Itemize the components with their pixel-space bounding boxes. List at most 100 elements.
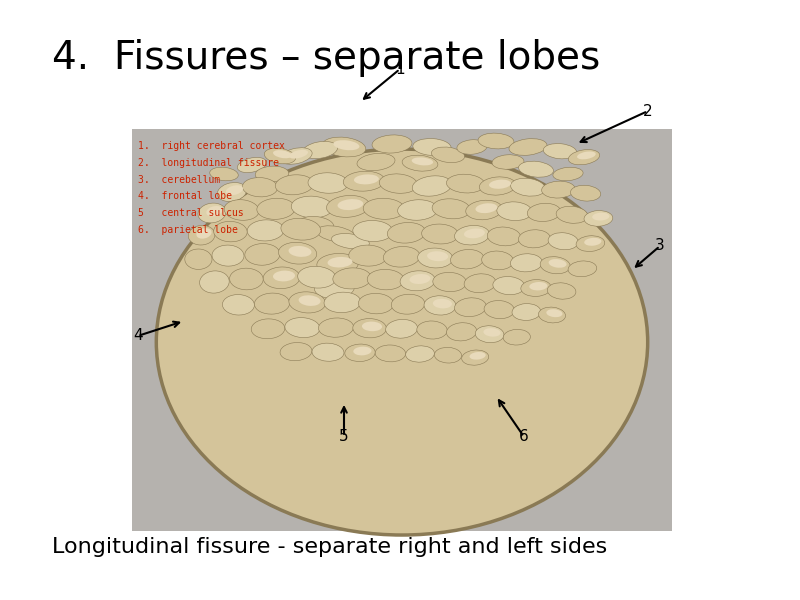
Ellipse shape <box>457 299 484 315</box>
Ellipse shape <box>398 200 438 220</box>
Ellipse shape <box>400 271 435 291</box>
Ellipse shape <box>326 294 358 311</box>
Ellipse shape <box>424 226 456 242</box>
Ellipse shape <box>314 344 342 360</box>
Ellipse shape <box>420 250 450 266</box>
Ellipse shape <box>466 200 502 220</box>
Ellipse shape <box>478 327 502 341</box>
Ellipse shape <box>464 274 496 293</box>
Ellipse shape <box>416 140 448 154</box>
Ellipse shape <box>424 296 456 315</box>
Text: 5: 5 <box>339 430 349 444</box>
Ellipse shape <box>375 345 406 362</box>
Ellipse shape <box>226 201 257 219</box>
Ellipse shape <box>336 269 368 287</box>
Ellipse shape <box>354 347 371 355</box>
Ellipse shape <box>222 295 254 315</box>
Ellipse shape <box>266 149 294 163</box>
Ellipse shape <box>305 143 335 157</box>
Ellipse shape <box>362 322 382 331</box>
Ellipse shape <box>292 293 322 311</box>
Ellipse shape <box>406 346 434 362</box>
Text: 2.  longitudinal fissure: 2. longitudinal fissure <box>138 158 279 168</box>
Ellipse shape <box>512 304 541 320</box>
Ellipse shape <box>586 212 610 225</box>
Ellipse shape <box>503 329 530 345</box>
Ellipse shape <box>487 227 521 246</box>
Ellipse shape <box>294 198 330 216</box>
Ellipse shape <box>446 174 485 193</box>
Ellipse shape <box>512 140 544 154</box>
Text: 3: 3 <box>655 238 665 253</box>
Ellipse shape <box>419 322 445 338</box>
Ellipse shape <box>418 248 453 268</box>
Ellipse shape <box>434 347 462 363</box>
Ellipse shape <box>497 202 532 221</box>
Ellipse shape <box>494 156 522 168</box>
Ellipse shape <box>408 347 432 361</box>
Ellipse shape <box>550 234 576 248</box>
Ellipse shape <box>433 272 466 292</box>
Ellipse shape <box>402 155 438 171</box>
Ellipse shape <box>550 284 574 298</box>
Ellipse shape <box>257 198 295 220</box>
Ellipse shape <box>486 302 512 317</box>
Ellipse shape <box>202 272 227 292</box>
Ellipse shape <box>214 247 242 265</box>
Ellipse shape <box>489 179 511 189</box>
Ellipse shape <box>427 251 448 261</box>
Ellipse shape <box>484 253 511 268</box>
Ellipse shape <box>301 268 333 286</box>
Ellipse shape <box>266 269 298 287</box>
Ellipse shape <box>576 236 605 251</box>
Ellipse shape <box>556 206 588 223</box>
Ellipse shape <box>353 319 386 338</box>
Text: Longitudinal fissure - separate right and left sides: Longitudinal fissure - separate right an… <box>52 537 607 557</box>
Ellipse shape <box>481 134 511 148</box>
Ellipse shape <box>263 267 300 289</box>
Ellipse shape <box>431 147 465 163</box>
Ellipse shape <box>317 226 355 242</box>
Ellipse shape <box>264 148 296 164</box>
Ellipse shape <box>289 292 326 313</box>
Ellipse shape <box>518 161 554 177</box>
Ellipse shape <box>538 307 566 323</box>
Ellipse shape <box>354 175 379 184</box>
Ellipse shape <box>422 224 458 244</box>
Ellipse shape <box>446 323 477 341</box>
Ellipse shape <box>553 167 583 181</box>
Text: 6.  parietal lobe: 6. parietal lobe <box>138 225 238 235</box>
Ellipse shape <box>219 184 245 200</box>
Ellipse shape <box>506 331 528 344</box>
Ellipse shape <box>558 208 586 222</box>
Ellipse shape <box>278 176 310 193</box>
Ellipse shape <box>281 218 321 240</box>
Ellipse shape <box>156 149 648 535</box>
Ellipse shape <box>570 262 594 275</box>
Ellipse shape <box>464 229 485 238</box>
Ellipse shape <box>391 294 425 314</box>
Ellipse shape <box>490 229 518 244</box>
Ellipse shape <box>273 150 292 158</box>
Ellipse shape <box>317 253 358 275</box>
Ellipse shape <box>570 185 601 201</box>
Ellipse shape <box>540 257 570 274</box>
Ellipse shape <box>449 324 474 340</box>
Ellipse shape <box>402 272 433 289</box>
Ellipse shape <box>214 221 247 242</box>
Ellipse shape <box>544 182 573 197</box>
Ellipse shape <box>390 224 422 242</box>
Ellipse shape <box>546 145 574 158</box>
Ellipse shape <box>327 257 353 268</box>
Ellipse shape <box>435 200 467 217</box>
Ellipse shape <box>568 261 597 277</box>
Ellipse shape <box>412 157 433 166</box>
Ellipse shape <box>450 176 482 191</box>
Ellipse shape <box>190 227 213 244</box>
Ellipse shape <box>212 245 244 266</box>
Ellipse shape <box>523 281 549 295</box>
Ellipse shape <box>251 319 285 339</box>
Text: 1.  right cerebral cortex: 1. right cerebral cortex <box>138 141 286 151</box>
Ellipse shape <box>185 249 212 269</box>
Ellipse shape <box>459 141 485 153</box>
